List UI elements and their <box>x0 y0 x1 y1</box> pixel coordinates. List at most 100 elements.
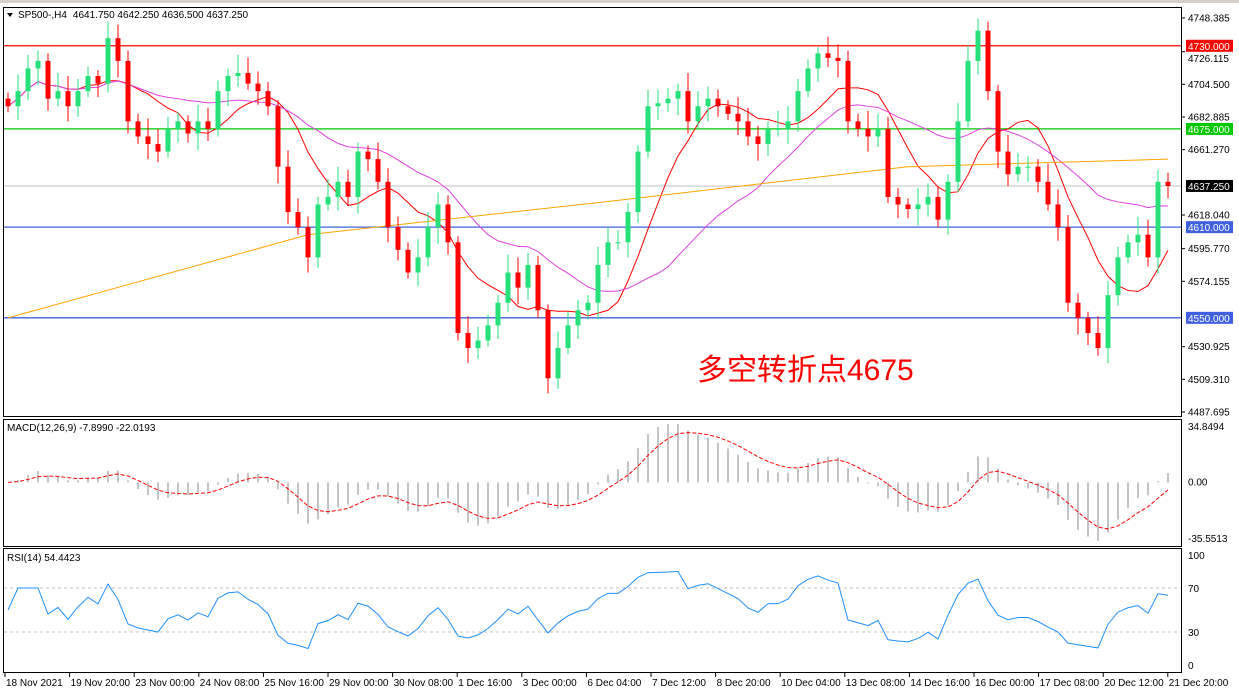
candle-bear <box>155 144 161 152</box>
price-tick-label: 4661.270 <box>1188 145 1230 156</box>
candle-bull <box>765 128 771 145</box>
candle-bear <box>1065 227 1071 303</box>
candle-bear <box>45 60 51 99</box>
candle-bull <box>655 103 661 107</box>
time-tick-label: 29 Nov 00:00 <box>329 678 389 689</box>
candle-bear <box>275 106 281 167</box>
candle-bear <box>465 332 471 349</box>
candle-bull <box>335 181 341 197</box>
candle-bear <box>715 98 721 107</box>
candle-bull <box>605 242 611 265</box>
candle-bear <box>375 159 381 182</box>
candle-bull <box>975 30 981 61</box>
candle-bear <box>345 181 351 197</box>
candle-bull <box>1135 234 1141 243</box>
candle-bear <box>245 72 251 84</box>
candle-bear <box>1085 317 1091 333</box>
ma-mid-line <box>7 80 1169 292</box>
candle-bull <box>1025 166 1031 168</box>
candle-bull <box>805 68 811 92</box>
candle-bear <box>885 128 891 197</box>
price-tick-label: 4682.885 <box>1188 112 1230 123</box>
level-price-tag <box>1186 221 1233 234</box>
candle-bull <box>1115 257 1121 296</box>
candle-bear <box>935 196 941 220</box>
time-tick-label: 14 Dec 16:00 <box>910 678 970 689</box>
candle-bear <box>95 76 101 84</box>
macd-label: MACD(12,26,9) -7.8990 -22.0193 <box>7 423 156 434</box>
current-price-tag <box>1186 179 1233 192</box>
candle-bear <box>845 60 851 122</box>
macd-tick-label: -35.5513 <box>1188 534 1228 545</box>
rsi-pane[interactable] <box>3 548 1182 673</box>
price-tick-label: 4726.115 <box>1188 54 1229 65</box>
level-price-label: 4610.000 <box>1188 223 1230 234</box>
candle-bull <box>165 128 171 152</box>
triangle-down-icon[interactable] <box>7 13 13 17</box>
time-tick-label: 10 Dec 04:00 <box>781 678 841 689</box>
candle-bear <box>455 242 461 333</box>
annotation-text: 多空转折点4675 <box>697 354 914 387</box>
macd-pane[interactable] <box>3 419 1182 547</box>
candle-bear <box>115 38 121 61</box>
candle-bull <box>485 325 491 341</box>
price-tick-label: 4574.155 <box>1188 277 1230 288</box>
candle-bull <box>595 264 601 303</box>
candle-bull <box>175 121 181 129</box>
candle-bull <box>195 121 201 134</box>
rsi-tick-label: 30 <box>1188 628 1200 639</box>
level-price-label: 4550.000 <box>1188 314 1230 325</box>
candle-bear <box>735 113 741 122</box>
rsi-tick-label: 70 <box>1188 584 1200 595</box>
candle-bull <box>75 91 81 107</box>
candle-bull <box>1155 181 1161 258</box>
candle-bear <box>835 57 841 61</box>
candle-bull <box>225 76 231 92</box>
candle-bear <box>265 91 271 107</box>
candle-bull <box>705 98 711 107</box>
rsi-line <box>7 570 1169 650</box>
candle-bear <box>905 204 911 210</box>
candle-bull <box>415 257 421 273</box>
rsi-label: RSI(14) 54.4423 <box>7 553 81 564</box>
candle-bull <box>315 204 321 258</box>
candle-bear <box>1035 166 1041 182</box>
price-tick-label: 4595.770 <box>1188 244 1230 255</box>
ma-slow-line <box>7 158 1169 319</box>
time-tick-label: 8 Dec 20:00 <box>717 678 771 689</box>
price-tick-label: 4509.310 <box>1188 375 1230 386</box>
candle-bear <box>185 121 191 134</box>
time-tick-label: 25 Nov 16:00 <box>264 678 324 689</box>
candle-bull <box>215 91 221 129</box>
candle-bull <box>505 272 511 303</box>
candle-bull <box>85 76 91 92</box>
candle-bear <box>1095 332 1101 349</box>
time-tick-label: 17 Dec 08:00 <box>1040 678 1100 689</box>
rsi-tick-label: 0 <box>1188 661 1194 672</box>
main-pane[interactable] <box>3 7 1182 417</box>
level-price-label: 4675.000 <box>1188 125 1230 136</box>
candle-bear <box>515 272 521 288</box>
candle-bear <box>755 136 761 145</box>
candle-bear <box>685 91 691 122</box>
macd-tick-label: 34.8494 <box>1188 422 1225 433</box>
candle-bull <box>625 212 631 243</box>
candle-bull <box>435 204 441 228</box>
level-price-tag <box>1186 311 1233 324</box>
time-tick-label: 1 Dec 16:00 <box>458 678 512 689</box>
candle-bull <box>55 91 61 99</box>
time-tick-label: 13 Dec 08:00 <box>846 678 906 689</box>
candle-bull <box>875 128 881 137</box>
price-tick-label: 4618.040 <box>1188 211 1230 222</box>
price-tick-label: 4530.925 <box>1188 342 1230 353</box>
candle-bear <box>385 181 391 228</box>
candle-bull <box>615 242 621 244</box>
level-price-tag <box>1186 39 1233 52</box>
candle-bull <box>425 227 431 258</box>
candle-bull <box>35 60 41 69</box>
candle-bull <box>495 302 501 326</box>
level-price-tag <box>1186 122 1233 135</box>
time-tick-label: 20 Dec 12:00 <box>1104 678 1164 689</box>
candle-bear <box>985 30 991 92</box>
